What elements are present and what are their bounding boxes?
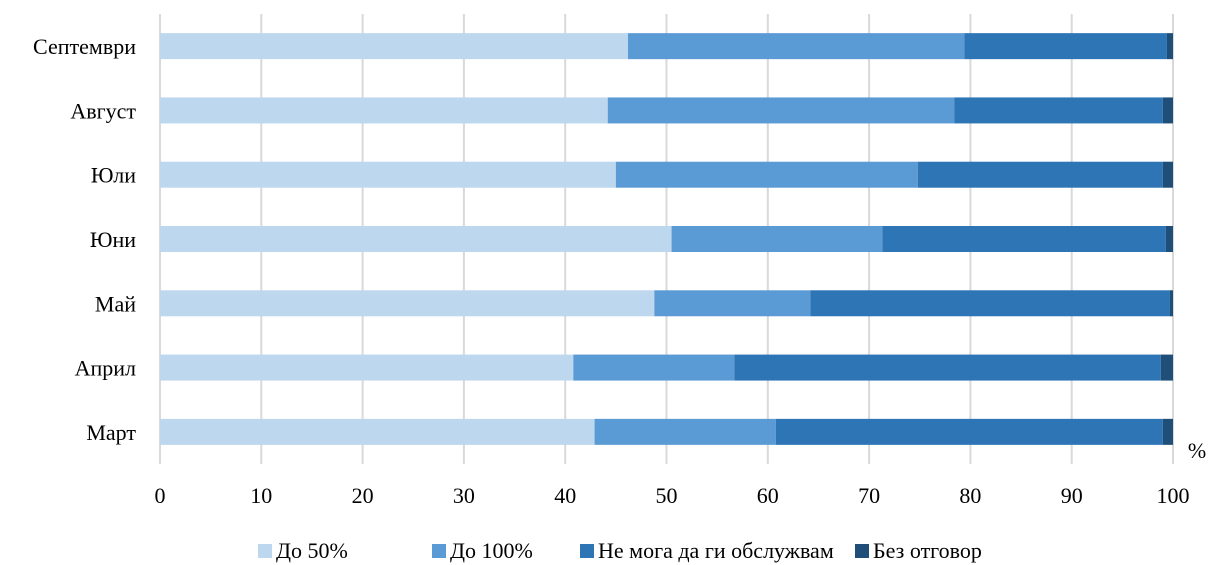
bar-segment — [1166, 33, 1173, 60]
bar-segment — [810, 290, 1170, 317]
bar-segment — [160, 226, 672, 252]
bar-segment — [594, 418, 776, 445]
bar-segment — [160, 290, 655, 317]
y-category-label: Юли — [91, 163, 136, 188]
x-tick-label: 80 — [959, 483, 981, 508]
bar-segment — [964, 33, 1167, 60]
y-category-label: Юни — [90, 227, 136, 252]
legend-swatch — [580, 544, 594, 558]
y-category-label: Април — [75, 356, 136, 381]
bar-segment — [654, 290, 811, 317]
bar-segment — [573, 354, 735, 381]
bar-segment — [160, 354, 574, 381]
x-tick-label: 60 — [757, 483, 779, 508]
bar-segment — [775, 418, 1163, 445]
bar-segment — [1165, 226, 1173, 252]
x-tick-label: 10 — [250, 483, 272, 508]
legend-label: Не мога да ги обслужвам — [598, 538, 834, 563]
legend: До 50% До 100% Не мога да ги обслужвам Без … — [258, 538, 982, 563]
legend-label: Без отговор — [873, 538, 982, 563]
bar-segment — [882, 226, 1166, 252]
y-category-label: Май — [95, 291, 136, 316]
x-tick-label: 90 — [1061, 483, 1083, 508]
bar-segment — [615, 161, 918, 188]
x-axis-labels: 0 10 20 30 40 50 60 70 80 90 100 — [155, 483, 1190, 508]
y-category-label: Март — [86, 420, 136, 445]
bar-segment — [734, 354, 1161, 381]
legend-label: До 50% — [276, 538, 348, 563]
bar-segment — [671, 226, 883, 252]
bar-segment — [1162, 161, 1173, 188]
bars — [160, 33, 1173, 445]
x-axis-unit-label: % — [1188, 438, 1206, 463]
bar-segment — [1162, 418, 1173, 445]
bar-segment — [1160, 354, 1173, 381]
x-tick-label: 30 — [453, 483, 475, 508]
x-tick-label: 100 — [1157, 483, 1190, 508]
x-tick-label: 20 — [352, 483, 374, 508]
y-axis-labels: Септември Август Юли Юни Май Април Март — [33, 34, 136, 445]
y-category-label: Септември — [33, 34, 136, 59]
x-tick-label: 70 — [858, 483, 880, 508]
bar-segment — [917, 161, 1163, 188]
bar-segment — [1162, 97, 1173, 124]
bar-segment — [628, 33, 965, 60]
x-tick-label: 50 — [656, 483, 678, 508]
x-tick-label: 0 — [155, 483, 166, 508]
bar-segment — [160, 33, 629, 60]
legend-swatch — [432, 544, 446, 558]
legend-swatch — [855, 544, 869, 558]
x-tick-label: 40 — [554, 483, 576, 508]
y-category-label: Август — [70, 98, 136, 123]
bar-segment — [160, 97, 608, 124]
legend-swatch — [258, 544, 272, 558]
bar-segment — [954, 97, 1163, 124]
bar-segment — [160, 418, 595, 445]
bar-segment — [160, 161, 616, 188]
bar-segment — [607, 97, 955, 124]
legend-label: До 100% — [450, 538, 533, 563]
bar-segment — [1169, 290, 1173, 317]
